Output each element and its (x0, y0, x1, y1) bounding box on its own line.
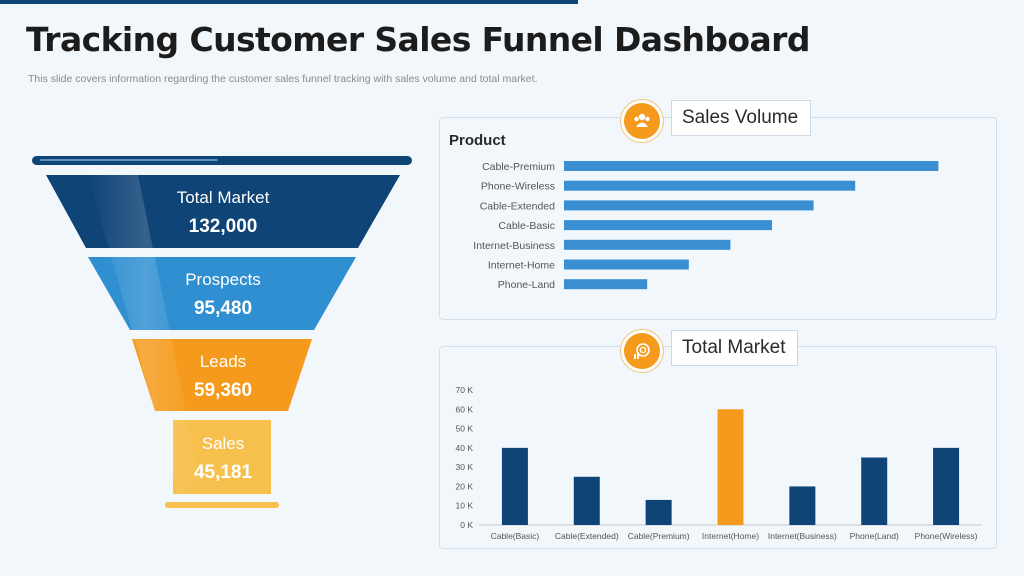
x-category-label: Phone(Wireless) (915, 531, 978, 541)
sales-volume-tag: Sales Volume (671, 100, 812, 136)
stage-name: Total Market (176, 188, 270, 207)
sales-volume-bar (564, 200, 814, 211)
sales-volume-panel (439, 117, 997, 320)
top-accent-bar (0, 0, 578, 4)
sales-volume-category-label: Internet-Business (473, 240, 555, 252)
y-tick-label: 40 K (456, 443, 474, 453)
sales-volume-category-label: Internet-Home (488, 260, 555, 272)
stage-name: Prospects (185, 270, 261, 289)
page-title: Tracking Customer Sales Funnel Dashboard (26, 20, 810, 59)
sales-volume-bar (564, 259, 689, 270)
sales-volume-bar (564, 161, 939, 171)
stage-value: 45,181 (193, 462, 253, 483)
funnel-stage-sales-label: Sales 45,181 (123, 434, 323, 484)
sales-volume-bar (564, 279, 648, 290)
total-market-bar (645, 499, 672, 525)
y-tick-label: 30 K (456, 462, 474, 472)
total-market-bar (861, 457, 888, 525)
x-category-label: Phone(Land) (850, 531, 899, 541)
sales-volume-bar (564, 180, 856, 191)
funnel-rim-highlight (40, 159, 110, 161)
funnel-stage-total-market-label: Total Market 132,000 (123, 188, 323, 238)
funnel-stage-prospects-label: Prospects 95,480 (123, 270, 323, 320)
stage-value: 59,360 (193, 380, 253, 401)
sales-volume-axis-title: Product (449, 132, 506, 149)
stage-name: Leads (199, 352, 247, 371)
y-tick-label: 50 K (456, 424, 474, 434)
total-market-bar (933, 447, 960, 525)
total-market-bar (501, 447, 528, 525)
sales-volume-chart: Product Cable-Premium Phone-Wireless Cable… (449, 132, 939, 291)
x-category-label: Internet(Home) (702, 531, 759, 541)
sales-volume-bar (564, 220, 772, 231)
funnel-rim-highlight (108, 159, 218, 161)
x-category-label: Cable(Premium) (628, 531, 690, 541)
funnel-rim (32, 156, 412, 165)
total-market-chart: 0 K 10 K 20 K 30 K 40 K 50 K 60 K 70 K Cable(Bas… (456, 385, 982, 541)
total-market-tag: Total Market (671, 330, 799, 366)
funnel-stage-leads-label: Leads 59,360 (123, 352, 323, 402)
y-tick-label: 70 K (456, 385, 474, 395)
y-tick-label: 0 K (460, 520, 473, 530)
x-category-label: Cable(Basic) (491, 531, 540, 541)
funnel-graphic (32, 156, 412, 508)
y-tick-label: 10 K (456, 501, 474, 511)
target-chart-icon (621, 330, 663, 372)
y-tick-label: 20 K (456, 481, 474, 491)
y-tick-label: 60 K (456, 404, 474, 414)
stage-value: 95,480 (193, 298, 253, 319)
x-category-label: Cable(Extended) (555, 531, 619, 541)
page-subtitle: This slide covers information regarding … (28, 73, 538, 85)
stage-value: 132,000 (188, 216, 258, 237)
x-category-label: Internet(Business) (768, 531, 837, 541)
sales-volume-category-label: Phone-Wireless (481, 181, 555, 193)
funnel-shine (88, 175, 203, 494)
funnel-base (165, 502, 279, 508)
total-market-bar (573, 476, 600, 525)
sales-volume-category-label: Phone-Land (498, 279, 555, 291)
sales-volume-category-label: Cable-Extended (480, 200, 555, 212)
sales-volume-category-label: Cable-Premium (482, 161, 555, 173)
sales-volume-bar (564, 239, 731, 250)
people-icon (621, 100, 663, 142)
stage-name: Sales (201, 434, 245, 453)
sales-volume-category-label: Cable-Basic (498, 220, 555, 232)
total-market-bar (789, 486, 816, 525)
total-market-bar (717, 409, 744, 525)
